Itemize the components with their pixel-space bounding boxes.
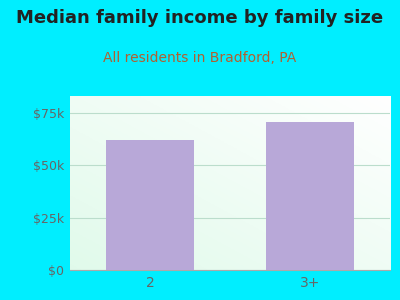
Bar — [106, 140, 194, 270]
Bar — [266, 122, 354, 270]
Text: All residents in Bradford, PA: All residents in Bradford, PA — [103, 51, 297, 65]
Text: Median family income by family size: Median family income by family size — [16, 9, 384, 27]
